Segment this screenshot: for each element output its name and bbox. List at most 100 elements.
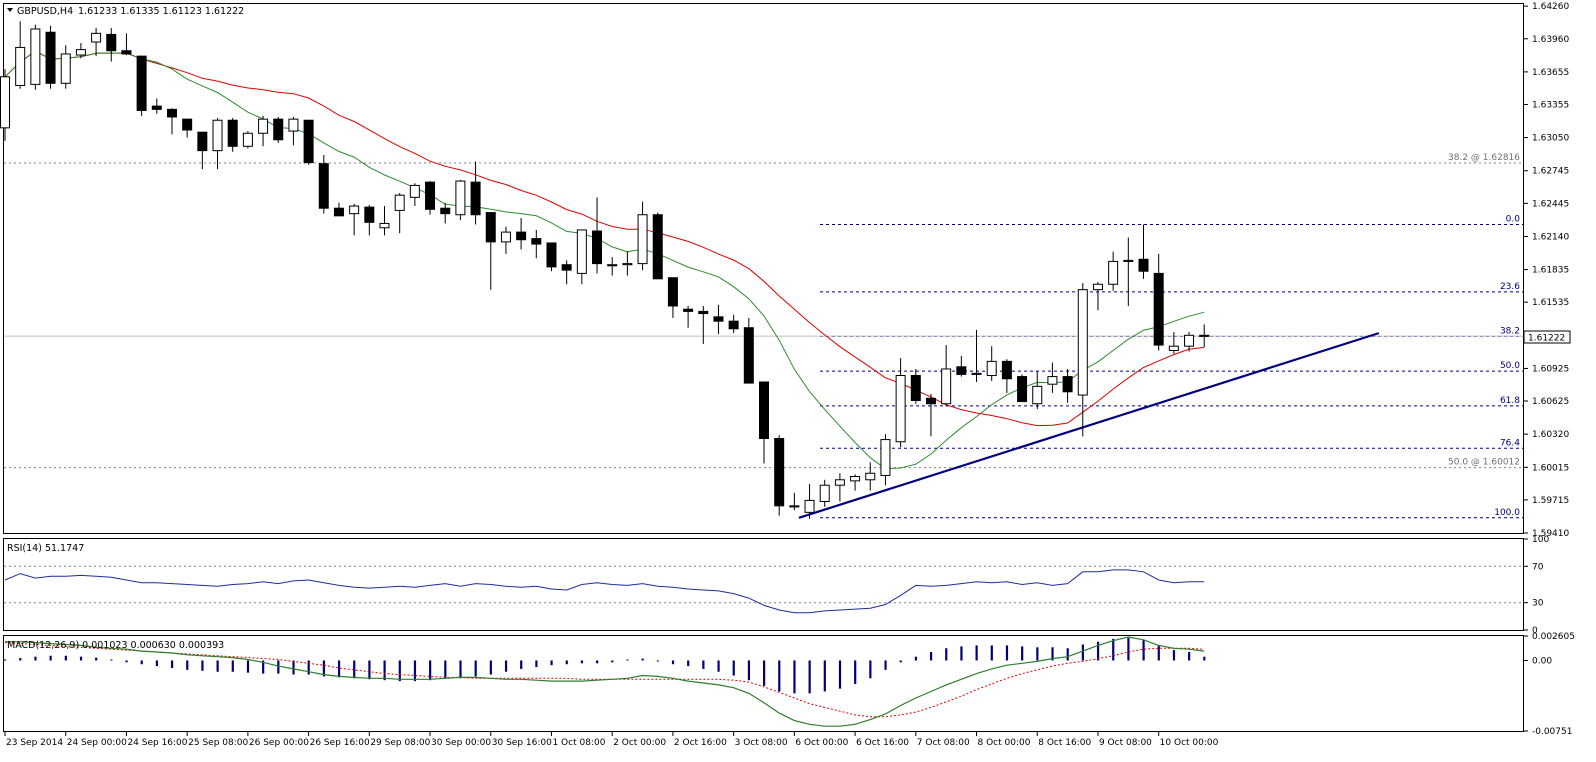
macd-histogram-bar [838, 660, 842, 689]
rsi-layer: 100 70 30 0 [4, 535, 1549, 636]
candle-body-bull [455, 180, 466, 216]
macd-histogram-bar [277, 660, 280, 674]
price-tick-label: 1.62745 [1532, 167, 1569, 177]
candle-body-bear [774, 437, 785, 507]
candle [910, 368, 921, 404]
candle [637, 201, 648, 271]
time-tick-label: 8 Oct 00:00 [978, 738, 1031, 748]
candle-body-bull [91, 32, 102, 43]
candle [121, 33, 132, 56]
candle [834, 473, 845, 502]
time-tick-label: 9 Oct 08:00 [1099, 738, 1152, 748]
fib-level-label: 61.8 [1500, 396, 1520, 406]
candle-body-bull [850, 476, 861, 482]
candle-body-bull [880, 439, 891, 476]
candle-body-bull [60, 53, 71, 84]
candle-body-bull [637, 214, 648, 265]
extension-level-label: 50.0 @ 1.60012 [1448, 458, 1520, 468]
candle [212, 118, 223, 170]
macd-histogram-bar [884, 660, 887, 670]
macd-histogram-bar [262, 660, 265, 674]
candle-body-bear [652, 214, 663, 280]
time-tick-label: 6 Oct 16:00 [856, 738, 909, 748]
time-tick-label: 2 Oct 00:00 [613, 738, 666, 748]
time-tick-label: 6 Oct 00:00 [795, 738, 848, 748]
candle [516, 217, 527, 250]
fib-level-label: 0.0 [1506, 215, 1521, 225]
candle-body-bear [728, 320, 739, 330]
candle [622, 251, 633, 276]
candle [667, 277, 678, 318]
candle-body-bull [834, 479, 845, 486]
candle [941, 345, 952, 406]
extension-level-label: 38.2 @ 1.62816 [1448, 153, 1520, 163]
price-tick-label: 1.62140 [1532, 232, 1569, 242]
candle [166, 108, 177, 135]
macd-histogram-bar [717, 660, 720, 672]
candle [804, 484, 815, 519]
candle-body-bull [576, 229, 587, 274]
fib-level-label: 38.2 [1500, 326, 1520, 336]
collapse-triangle-icon[interactable] [7, 8, 13, 12]
time-tick-label: 8 Oct 16:00 [1038, 738, 1091, 748]
candle-body-bear [333, 207, 344, 217]
candle-body-bull [242, 132, 253, 147]
fib-level-label: 76.4 [1500, 438, 1520, 448]
candle [30, 24, 41, 90]
macd-histogram-bar [1188, 652, 1191, 661]
candle-body-bull [0, 76, 10, 129]
price-tick-label: 1.59715 [1532, 496, 1569, 506]
macd-histogram-bar [1127, 637, 1130, 661]
macd-histogram-bar [1021, 646, 1024, 661]
candle-body-bull [1032, 385, 1043, 405]
candle-body-bear [743, 327, 754, 384]
candle-body-bear [303, 119, 314, 164]
symbol-label: GBPUSD,H4 [17, 6, 73, 17]
candle [1047, 362, 1058, 393]
candle-body-bear [227, 119, 238, 147]
time-tick-label: 10 Oct 00:00 [1160, 738, 1219, 748]
candle [1092, 282, 1103, 311]
macd-histogram-bar [246, 660, 250, 673]
macd-histogram-bar [216, 660, 219, 672]
price-tick-label: 1.63960 [1532, 35, 1569, 45]
candle-body-bear [318, 163, 329, 209]
candle-body-bull [1092, 283, 1103, 291]
time-axis: 23 Sep 2014 24 Sep 00:00 24 Sep 16:00 25 Se… [4, 732, 1219, 748]
macd-histogram-bar [687, 660, 690, 667]
fib-level-label: 23.6 [1500, 282, 1520, 292]
price-tick-label: 1.62445 [1532, 199, 1569, 209]
candle [1032, 371, 1043, 410]
candle [349, 203, 360, 236]
candle-body-bull [394, 194, 405, 211]
macd-histogram-bar [990, 645, 993, 661]
candle-body-bear [698, 310, 709, 315]
candle-body-bear [106, 33, 117, 52]
rsi-tick-label: 0 [1532, 626, 1538, 636]
price-tick-label: 1.63355 [1532, 100, 1569, 110]
macd-histogram-bar [1051, 647, 1054, 661]
price-tick-label: 1.60925 [1532, 364, 1569, 374]
macd-histogram-bar [474, 660, 477, 677]
macd-histogram-bar [823, 660, 826, 692]
macd-histogram-bar [945, 648, 948, 661]
candle [333, 202, 344, 217]
candle-body-bear [1138, 258, 1149, 272]
candle [819, 479, 830, 507]
time-tick-label: 1 Oct 08:00 [552, 738, 605, 748]
candle-body-bear [925, 397, 936, 405]
candle [561, 260, 572, 285]
candle-body-bull [622, 263, 633, 266]
price-tick-label: 1.63655 [1532, 68, 1569, 78]
candle [971, 329, 982, 383]
candle [865, 462, 876, 491]
candle-body-bull [409, 184, 420, 198]
macd-histogram-bar [1142, 639, 1145, 661]
macd-label: MACD(12,26,9) 0.001023 0.000630 0.000393 [7, 640, 224, 651]
macd-histogram-bar [140, 660, 143, 665]
trendline [798, 332, 1380, 519]
macd-tick-label: -0.00751 [1532, 727, 1572, 737]
candle [151, 98, 162, 114]
macd-histogram-bar [186, 660, 189, 670]
